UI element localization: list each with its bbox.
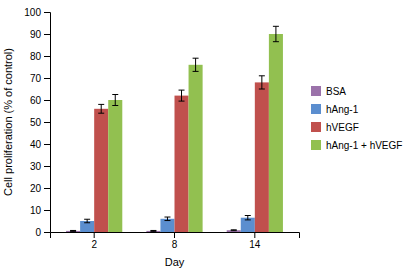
error-bar xyxy=(259,76,265,89)
y-tick-label: 0 xyxy=(35,227,41,238)
x-tick-mark xyxy=(174,232,175,238)
error-bar xyxy=(179,90,185,101)
bar xyxy=(66,231,80,232)
series xyxy=(108,26,283,232)
y-tick-label: 90 xyxy=(30,29,42,40)
marks xyxy=(66,26,283,232)
y-tick-mark xyxy=(44,166,50,167)
x-tick-label: 2 xyxy=(91,239,97,250)
y-axis: 0 10 20 30 40 50 60 70 80 90 100 xyxy=(24,7,50,238)
legend-label: BSA xyxy=(326,86,346,97)
y-tick-mark xyxy=(44,56,50,57)
legend-item: hVEGF xyxy=(311,122,359,133)
legend-swatch xyxy=(311,140,321,150)
bar xyxy=(269,34,283,232)
legend-item: hAng-1 + hVEGF xyxy=(311,140,402,151)
error-bar xyxy=(164,217,170,221)
y-tick-label: 20 xyxy=(30,183,42,194)
y-tick: 30 xyxy=(30,161,50,172)
error-bar xyxy=(150,230,156,232)
y-tick-mark xyxy=(44,144,50,145)
y-tick-label: 80 xyxy=(30,51,42,62)
error-bar xyxy=(70,230,76,232)
chart: 0 10 20 30 40 50 60 70 80 90 100 2 8 14 Day Cell prolif… xyxy=(0,0,407,272)
y-tick-label: 40 xyxy=(30,139,42,150)
y-tick-label: 30 xyxy=(30,161,42,172)
y-tick-mark xyxy=(44,210,50,211)
y-tick-label: 70 xyxy=(30,73,42,84)
plot: 0 10 20 30 40 50 60 70 80 90 100 2 8 14 xyxy=(24,7,299,250)
legend-item: hAng-1 xyxy=(311,104,359,115)
bar xyxy=(108,100,122,232)
error-bar xyxy=(231,229,237,231)
y-tick: 60 xyxy=(30,95,50,106)
x-tick-label: 8 xyxy=(172,239,178,250)
y-tick: 20 xyxy=(30,183,50,194)
y-tick-mark xyxy=(44,78,50,79)
x-tick-label: 14 xyxy=(249,239,261,250)
x-tick: 14 xyxy=(249,232,261,250)
legend-swatch xyxy=(311,104,321,114)
x-axis-line xyxy=(51,233,300,239)
bar xyxy=(146,231,160,232)
error-bar xyxy=(273,26,279,41)
y-tick-mark xyxy=(44,188,50,189)
y-tick-mark xyxy=(44,232,50,233)
y-tick: 40 xyxy=(30,139,50,150)
y-axis-title: Cell proliferation (% of control) xyxy=(2,48,14,196)
x-axis-title: Day xyxy=(165,256,185,268)
y-tick-mark xyxy=(44,100,50,101)
bar xyxy=(94,109,108,232)
error-bar xyxy=(84,219,90,223)
bar xyxy=(189,65,203,232)
bar xyxy=(227,230,241,232)
legend: BSA hAng-1 hVEGF hAng-1 + hVEGF xyxy=(311,86,402,151)
legend-item: BSA xyxy=(311,86,346,97)
legend-swatch xyxy=(311,86,321,96)
y-tick: 10 xyxy=(30,205,50,216)
error-bar xyxy=(245,216,251,220)
y-tick-label: 60 xyxy=(30,95,42,106)
x-axis: 2 8 14 xyxy=(51,232,300,250)
x-tick-mark xyxy=(254,232,255,238)
series xyxy=(94,76,269,232)
y-tick-mark xyxy=(44,12,50,13)
x-tick: 2 xyxy=(91,232,97,250)
y-axis-line xyxy=(44,13,51,233)
legend-label: hVEGF xyxy=(326,122,359,133)
legend-swatch xyxy=(311,122,321,132)
y-tick: 100 xyxy=(24,7,50,18)
y-tick: 0 xyxy=(35,227,50,238)
error-bar xyxy=(112,95,118,106)
error-bar xyxy=(193,58,199,71)
y-tick-mark xyxy=(44,122,50,123)
y-tick: 80 xyxy=(30,51,50,62)
y-tick: 70 xyxy=(30,73,50,84)
bar xyxy=(175,96,189,232)
x-tick-mark xyxy=(94,232,95,238)
error-bar xyxy=(98,104,104,113)
y-tick-label: 100 xyxy=(24,7,41,18)
y-tick: 90 xyxy=(30,29,50,40)
legend-label: hAng-1 xyxy=(326,104,359,115)
y-tick-label: 50 xyxy=(30,117,42,128)
bar xyxy=(255,82,269,232)
y-tick: 50 xyxy=(30,117,50,128)
y-tick-mark xyxy=(44,34,50,35)
y-tick-label: 10 xyxy=(30,205,42,216)
x-tick: 8 xyxy=(172,232,178,250)
legend-label: hAng-1 + hVEGF xyxy=(326,140,402,151)
